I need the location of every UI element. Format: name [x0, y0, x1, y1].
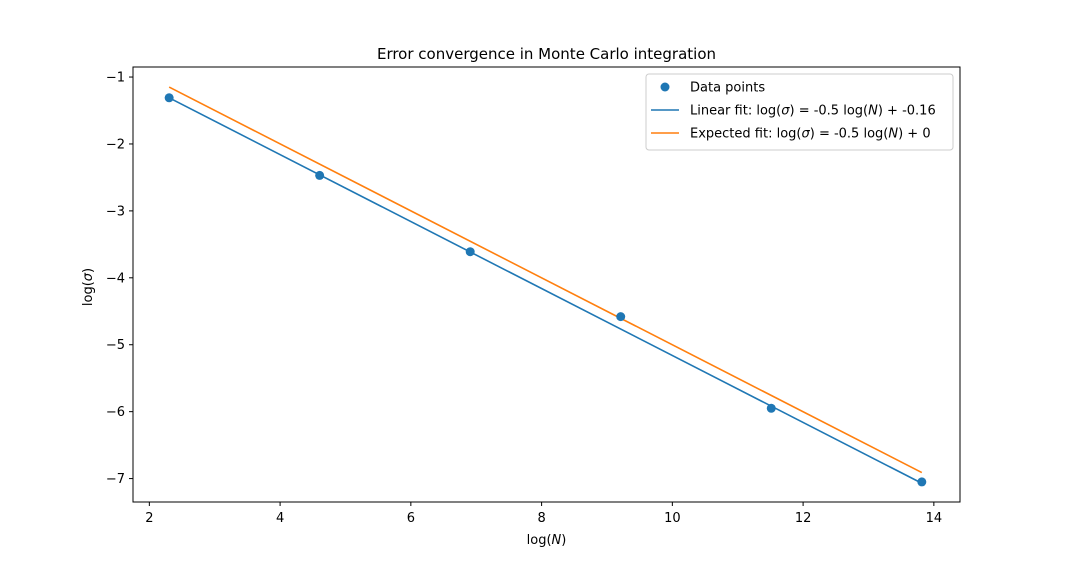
data-point-0	[164, 93, 174, 103]
x-tick-label: 12	[795, 511, 812, 526]
y-tick-label: −5	[106, 338, 125, 353]
y-tick-label: −3	[106, 204, 125, 219]
x-tick-label: 4	[276, 511, 284, 526]
legend-marker-scatter	[660, 82, 670, 92]
x-tick-label: 2	[145, 511, 153, 526]
fit-line-2	[168, 86, 923, 474]
y-tick-label: −6	[106, 405, 125, 420]
y-tick-label: −1	[106, 71, 125, 86]
y-axis-title: log(σ)	[81, 268, 96, 306]
data-point-5	[917, 477, 927, 487]
legend-label: Linear fit: log(σ) = -0.5 log(N) + -0.16	[690, 104, 936, 119]
y-tick-label: −7	[106, 472, 125, 487]
x-tick-label: 6	[407, 511, 415, 526]
x-tick-label: 14	[926, 511, 943, 526]
legend: Data points Linear fit: log(σ) = -0.5 log…	[645, 73, 954, 151]
x-tick-label: 10	[664, 511, 681, 526]
data-point-2	[465, 247, 475, 257]
legend-box	[645, 73, 954, 151]
x-tick-label: 8	[537, 511, 545, 526]
plot-area: 2 4 6 8 10 12 14 −7 −6 −5 −4 −3 −2 −1	[106, 66, 961, 526]
data-point-1	[315, 170, 325, 180]
data-point-4	[766, 403, 776, 413]
axes-frame	[132, 66, 961, 503]
y-tick-label: −2	[106, 137, 125, 152]
fit-line-1	[168, 97, 923, 484]
data-point-3	[616, 312, 626, 322]
x-axis-title: log(N)	[527, 533, 567, 548]
legend-label: Expected fit: log(σ) = -0.5 log(N) + 0	[690, 127, 931, 142]
y-tick-label: −4	[106, 271, 125, 286]
chart-title: Error convergence in Monte Carlo integra…	[377, 45, 716, 63]
legend-label: Data points	[690, 81, 765, 96]
